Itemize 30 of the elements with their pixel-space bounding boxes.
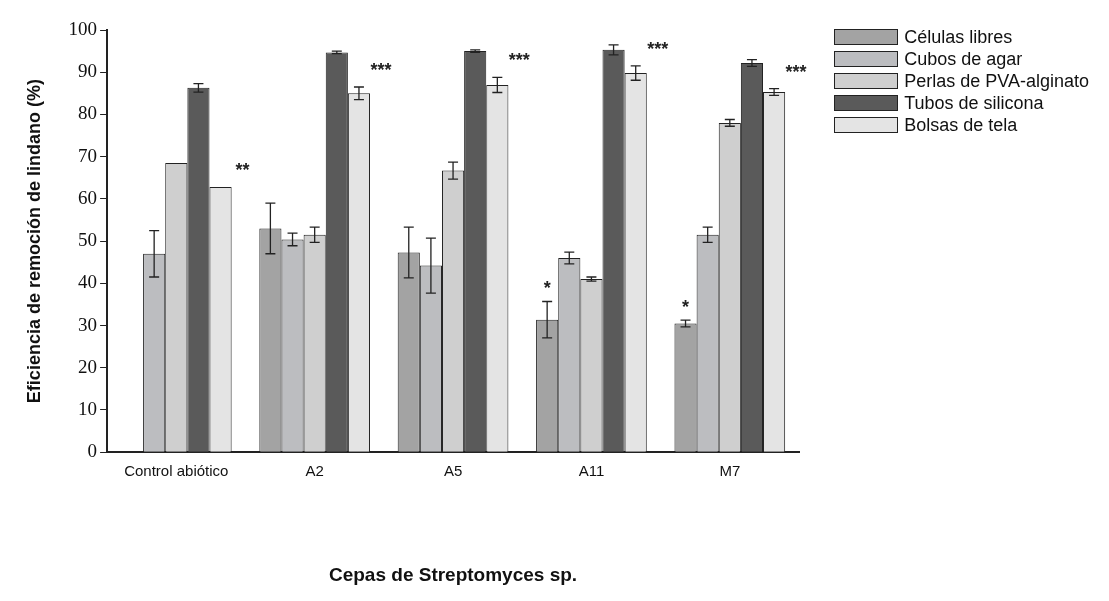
- y-tick-label: 20: [78, 355, 98, 377]
- x-axis-title: Cepas de Streptomyces sp.: [328, 563, 578, 585]
- y-tick-label: 80: [78, 102, 98, 124]
- y-tick-label: 90: [78, 60, 98, 82]
- annotation: ***: [647, 38, 669, 59]
- y-tick-label: 70: [78, 144, 98, 166]
- legend-label: Células libres: [904, 26, 1013, 48]
- annotation: *: [543, 278, 551, 299]
- y-tick-label: 60: [78, 186, 98, 208]
- y-tick-label: 100: [68, 17, 98, 39]
- x-tick-label: A5: [443, 462, 463, 480]
- y-tick-label: 0: [87, 440, 98, 462]
- x-tick-label: A2: [305, 462, 324, 480]
- legend-label: Perlas de PVA-alginato: [904, 70, 1089, 92]
- annotation: ***: [508, 50, 530, 71]
- legend-label: Cubos de agar: [904, 48, 1023, 70]
- y-axis-title: Eficiencia de remoción de lindano (%): [23, 79, 44, 404]
- annotation: ***: [785, 61, 807, 82]
- legend-label: Tubos de silicona: [904, 92, 1044, 114]
- annotation: *: [682, 297, 690, 318]
- annotation: **: [235, 160, 250, 181]
- y-tick-label: 40: [78, 271, 98, 293]
- annotation: ***: [370, 59, 392, 80]
- y-tick-label: 30: [78, 313, 98, 335]
- x-tick-label: M7: [719, 462, 741, 480]
- x-tick-label: Control abiótico: [124, 462, 229, 480]
- legend-label: Bolsas de tela: [904, 114, 1018, 136]
- y-tick-label: 50: [78, 229, 98, 251]
- y-tick-label: 10: [78, 397, 98, 419]
- x-tick-label: A11: [578, 462, 605, 480]
